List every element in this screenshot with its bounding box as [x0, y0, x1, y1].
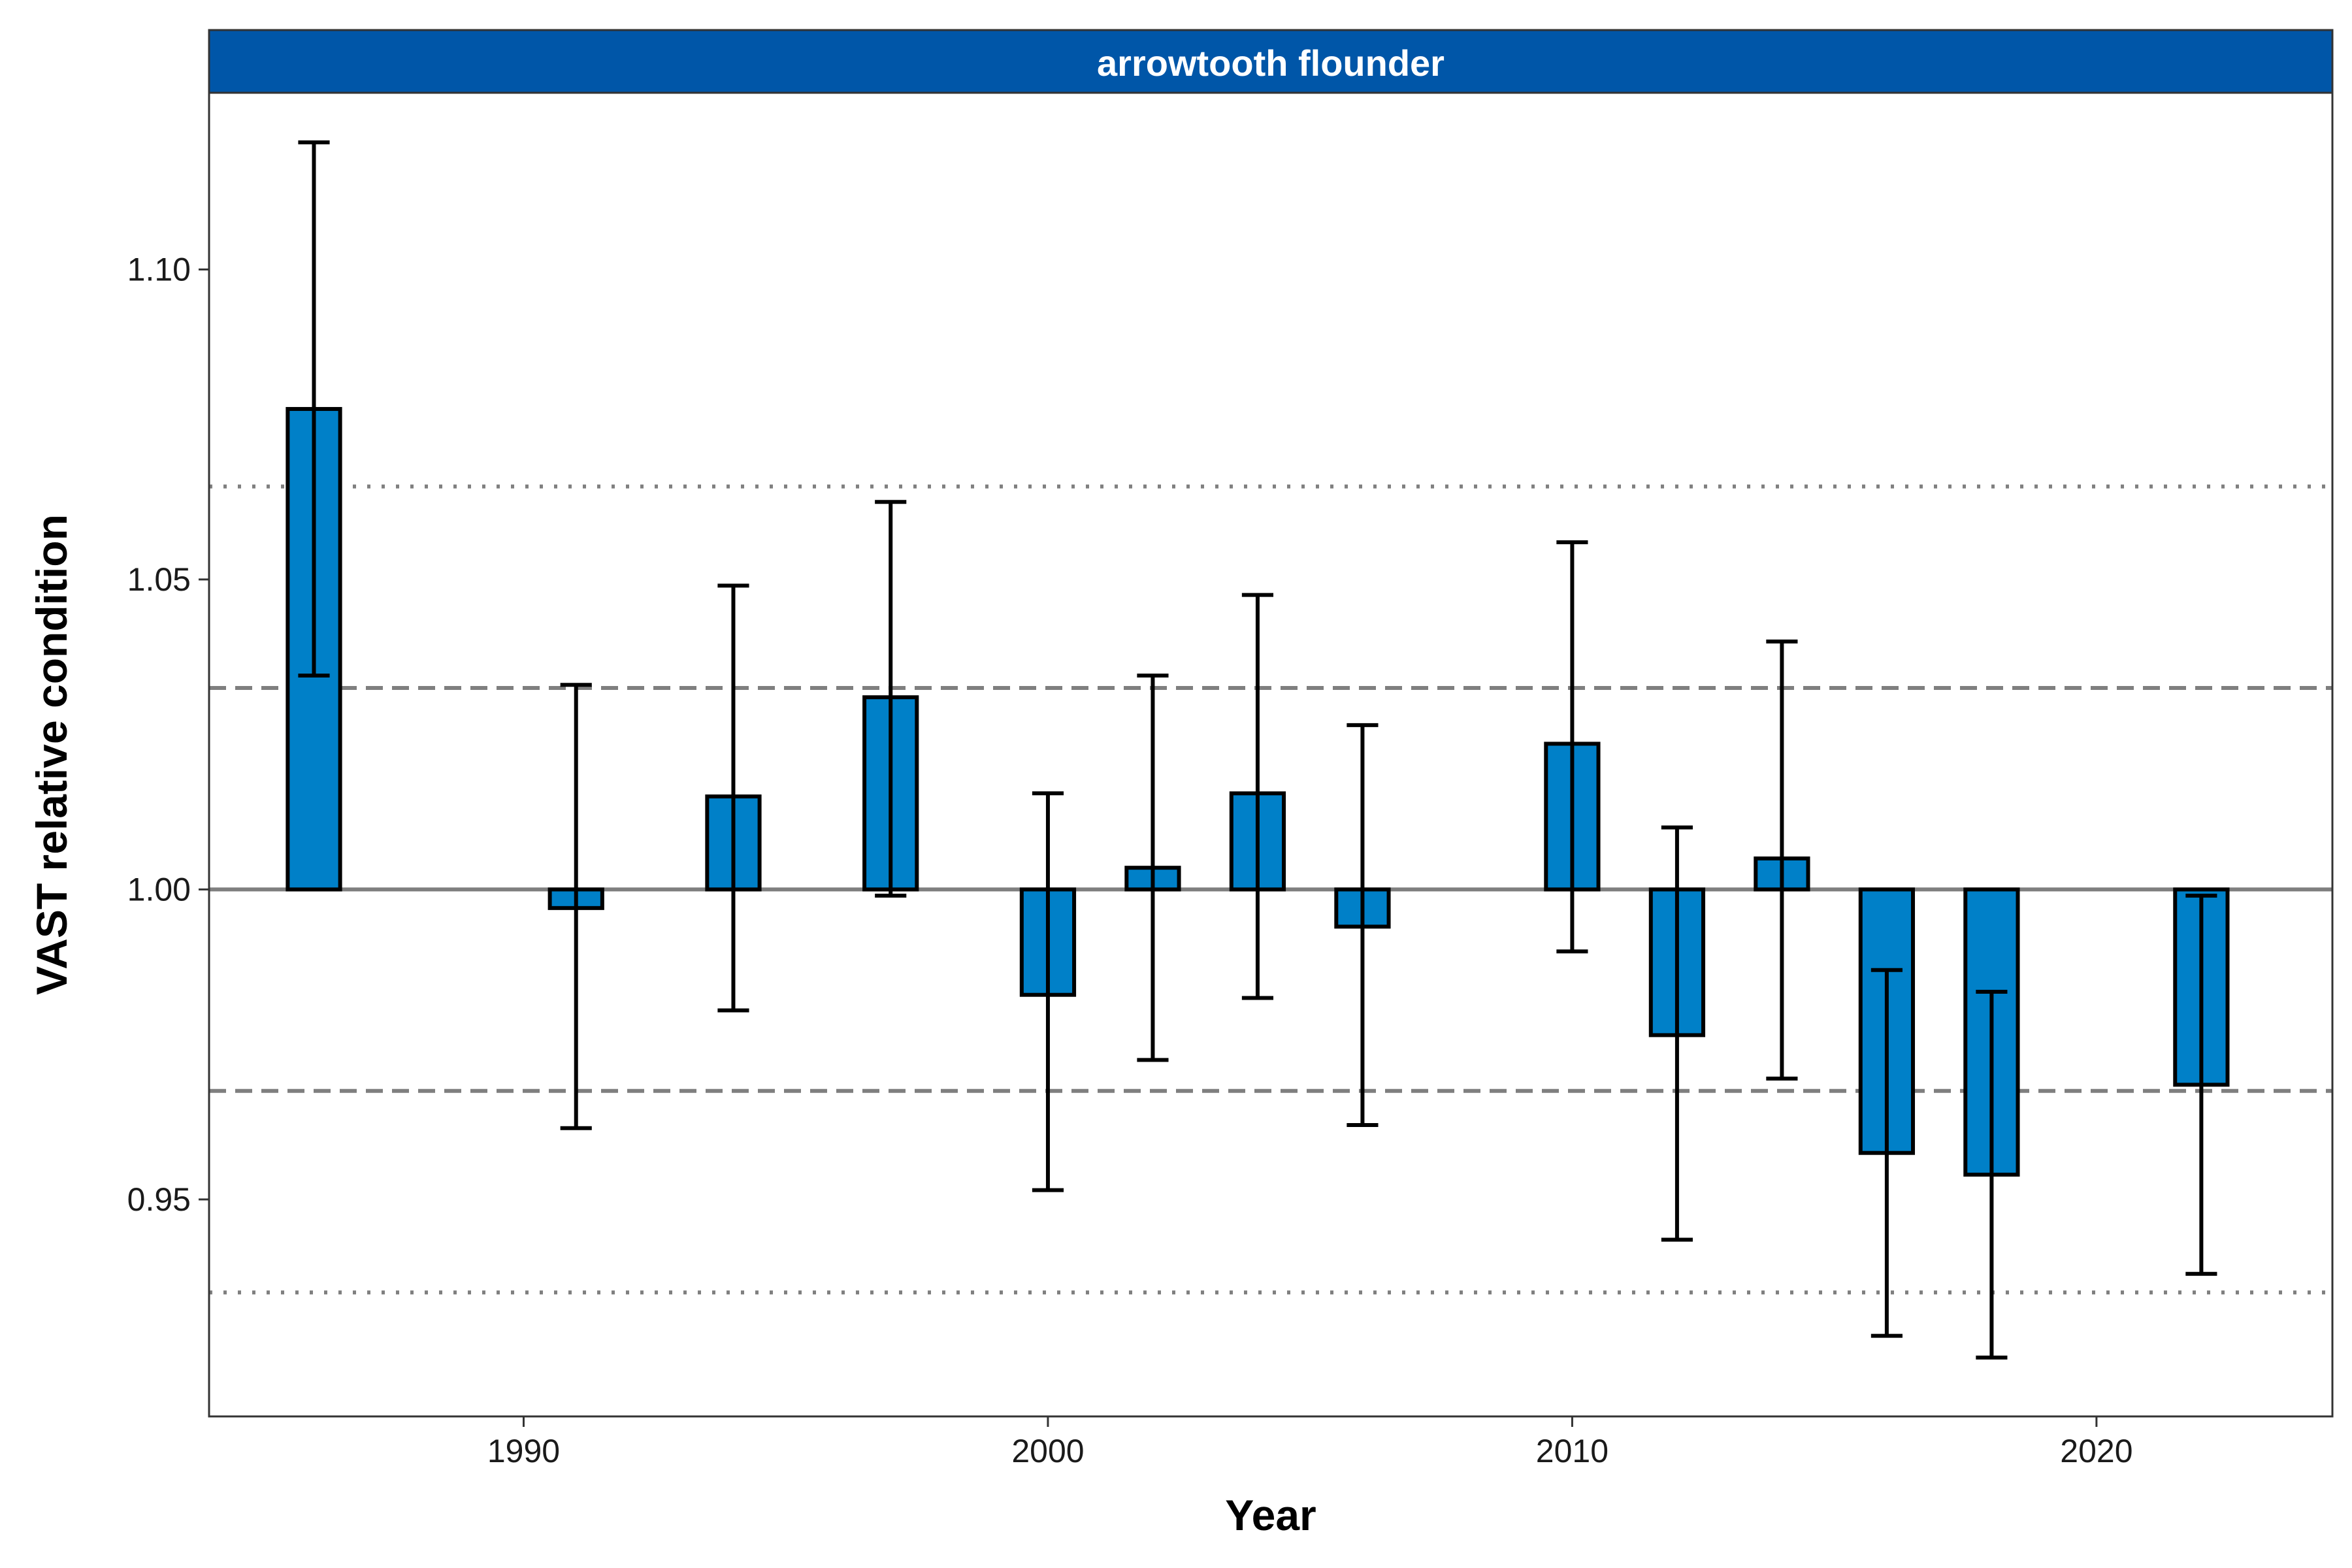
x-tick-label: 1990: [487, 1433, 560, 1469]
error-bar-2000: [1032, 791, 1064, 1192]
panel-border: [208, 91, 2334, 1418]
error-bar-2004: [1241, 593, 1274, 1000]
error-bar-1991: [560, 683, 592, 1130]
error-bar-2012: [1661, 825, 1693, 1242]
error-bar-2022: [2185, 893, 2217, 1276]
error-bar-2016: [1870, 968, 1903, 1338]
facet-strip: arrowtooth flounder: [208, 29, 2334, 94]
error-bar-1994: [717, 583, 749, 1013]
x-axis-title: Year: [1225, 1491, 1316, 1539]
y-tick-label: 1.10: [127, 251, 191, 287]
error-bar-2014: [1766, 639, 1798, 1081]
facet-strip-title: arrowtooth flounder: [1097, 42, 1445, 84]
y-tick-label: 0.95: [127, 1181, 191, 1218]
error-bar-2006: [1347, 723, 1379, 1127]
error-bar-2010: [1556, 540, 1588, 954]
y-axis: 0.95 1.00 1.05 1.10: [127, 251, 209, 1218]
x-tick-label: 2010: [1536, 1433, 1609, 1469]
plot-panel: [208, 91, 2334, 1418]
error-bar-1986: [298, 140, 330, 678]
error-bar-2018: [1976, 989, 2008, 1360]
facet-strip-background: [208, 29, 2334, 94]
y-tick-label: 1.00: [127, 871, 191, 907]
x-tick-label: 2020: [2060, 1433, 2132, 1469]
x-tick-label: 2000: [1011, 1433, 1084, 1469]
error-bar-1997: [875, 500, 907, 898]
y-axis-title: VAST relative condition: [27, 514, 76, 995]
error-bar-2002: [1137, 674, 1169, 1062]
error-bars: [298, 140, 2217, 1360]
x-axis: 1990 2000 2010 2020: [487, 1416, 2133, 1469]
y-tick-label: 1.05: [127, 561, 191, 598]
